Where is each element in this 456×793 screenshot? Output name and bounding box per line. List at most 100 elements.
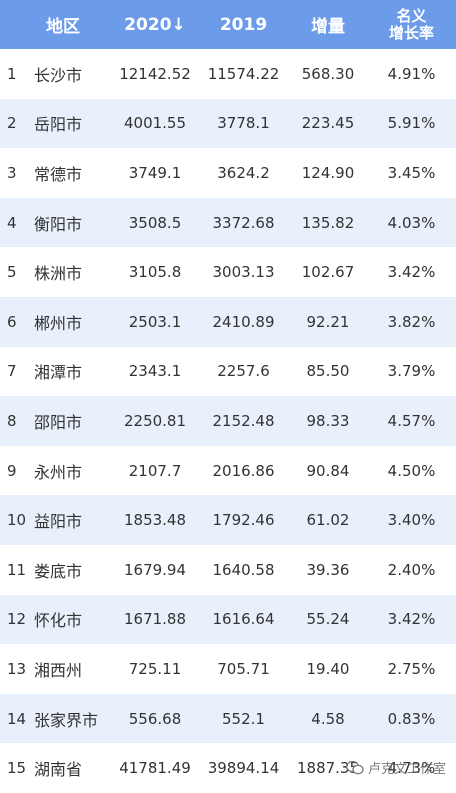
cell-y2020: 3508.5 [128,213,182,232]
header-2019[interactable]: 2019 [219,14,268,35]
cell-inc: 1887.35 [296,759,360,778]
cell-rank: 5 [7,263,17,282]
cell-y2020: 12142.52 [119,64,191,83]
cell-rank: 7 [7,362,17,381]
cell-region: 益阳市 [34,512,83,532]
cell-y2019: 3372.68 [212,213,275,232]
watermark-text: 卢克文工作室 [367,762,446,777]
table-row: 8 邵阳市 2250.81 2152.48 98.33 4.57% [0,396,456,446]
cell-inc: 55.24 [306,610,350,629]
cell-inc: 39.36 [306,560,350,579]
cell-rank: 3 [7,163,17,182]
cell-region: 株洲市 [34,264,83,284]
cell-y2019: 1616.64 [212,610,275,629]
header-2020[interactable]: 2020↓ [124,14,186,35]
cell-rank: 4 [7,213,17,232]
table-row: 6 郴州市 2503.1 2410.89 92.21 3.82% [0,296,456,347]
cell-region: 湘西州 [34,660,83,680]
cell-rate: 4.73% [387,759,436,778]
cell-rank: 13 [7,659,27,678]
cell-y2020: 1679.94 [123,560,187,579]
cell-inc: 61.02 [306,511,350,530]
cell-y2020: 2503.1 [128,312,182,331]
table-row: 9 永州市 2107.7 2016.86 90.84 4.50% [0,446,456,496]
cell-y2020: 1853.48 [123,511,187,530]
cell-inc: 102.67 [301,263,355,282]
cell-y2020: 2343.1 [128,362,182,381]
cell-inc: 92.21 [306,312,350,331]
table-row: 15 湖南省 41781.49 39894.14 1887.35 4.73% [0,743,456,793]
cell-rank: 10 [7,511,27,530]
header-region: 地区 [46,17,80,37]
cell-inc: 85.50 [306,362,350,381]
table-header: 地区 2020↓ 2019 增量 名义 增长率 [0,0,456,49]
cell-y2020: 4001.55 [123,114,187,133]
cell-region: 郴州市 [34,313,83,333]
cell-rate: 0.83% [387,709,436,728]
cell-rate: 4.03% [387,213,436,232]
cell-rank: 1 [7,64,17,83]
cell-y2019: 3624.2 [217,163,270,182]
cell-y2020: 3105.8 [128,263,182,282]
cell-rank: 9 [7,461,17,480]
cell-rank: 12 [7,610,27,629]
cell-inc: 4.58 [311,709,345,728]
cell-inc: 124.90 [301,163,355,182]
cell-inc: 98.33 [306,411,350,430]
cell-rate: 4.57% [387,411,436,430]
cell-y2019: 2152.48 [212,411,275,430]
table-row: 13 湘西州 725.11 705.71 19.40 2.75% [0,644,456,694]
cell-rate: 5.91% [387,114,436,133]
cell-rate: 3.79% [387,362,436,381]
cell-region: 常德市 [34,164,83,184]
cell-y2019: 3778.1 [217,114,270,133]
cell-region: 湖南省 [34,760,83,780]
cell-rank: 6 [7,312,17,331]
cell-rank: 11 [7,560,27,579]
wechat-icon [345,760,364,774]
cell-rate: 2.40% [387,560,436,579]
cell-y2019: 3003.13 [212,263,275,282]
cell-y2020: 3749.1 [128,163,182,182]
cell-y2020: 556.68 [128,709,182,728]
table-row: 4 衡阳市 3508.5 3372.68 135.82 4.03% [0,197,456,248]
cell-rate: 3.42% [387,610,436,629]
cell-rate: 4.91% [387,64,436,83]
cell-inc: 19.40 [306,659,350,678]
cell-y2020: 725.11 [128,659,182,678]
cell-y2019: 2410.89 [212,312,275,331]
table-row: 2 岳阳市 4001.55 3778.1 223.45 5.91% [0,98,456,149]
cell-inc: 90.84 [306,461,350,480]
cell-rate: 3.82% [387,312,436,331]
header-increase[interactable]: 增量 [311,17,345,37]
cell-region: 永州市 [34,462,83,482]
cell-region: 邵阳市 [34,412,83,432]
header-growth-rate[interactable]: 名义 增长率 [388,6,434,42]
cell-rank: 14 [7,709,27,728]
cell-region: 岳阳市 [34,115,83,135]
cell-rate: 3.40% [387,511,436,530]
table-row: 1 长沙市 12142.52 11574.22 568.30 4.91% [0,49,456,99]
table-row: 5 株洲市 3105.8 3003.13 102.67 3.42% [0,247,456,297]
cell-y2019: 2016.86 [212,461,275,480]
watermark: 卢克文工作室 [345,758,446,777]
cell-y2020: 2107.7 [128,461,182,480]
cell-y2020: 1671.88 [123,610,187,629]
cell-y2019: 39894.14 [207,759,280,778]
cell-y2019: 2257.6 [217,362,270,381]
cell-y2019: 552.1 [222,709,265,728]
table-row: 12 怀化市 1671.88 1616.64 55.24 3.42% [0,594,456,645]
cell-region: 长沙市 [34,65,83,85]
cell-y2019: 1640.58 [212,560,275,579]
table-row: 10 益阳市 1853.48 1792.46 61.02 3.40% [0,495,456,545]
table-row: 3 常德市 3749.1 3624.2 124.90 3.45% [0,148,456,198]
cell-inc: 135.82 [301,213,355,232]
cell-rate: 3.42% [387,263,436,282]
cell-inc: 568.30 [301,64,355,83]
cell-rate: 4.50% [387,461,436,480]
cell-region: 娄底市 [34,561,83,581]
cell-y2019: 1792.46 [212,511,275,530]
cell-rank: 15 [7,759,27,778]
cell-rank: 2 [7,114,17,133]
